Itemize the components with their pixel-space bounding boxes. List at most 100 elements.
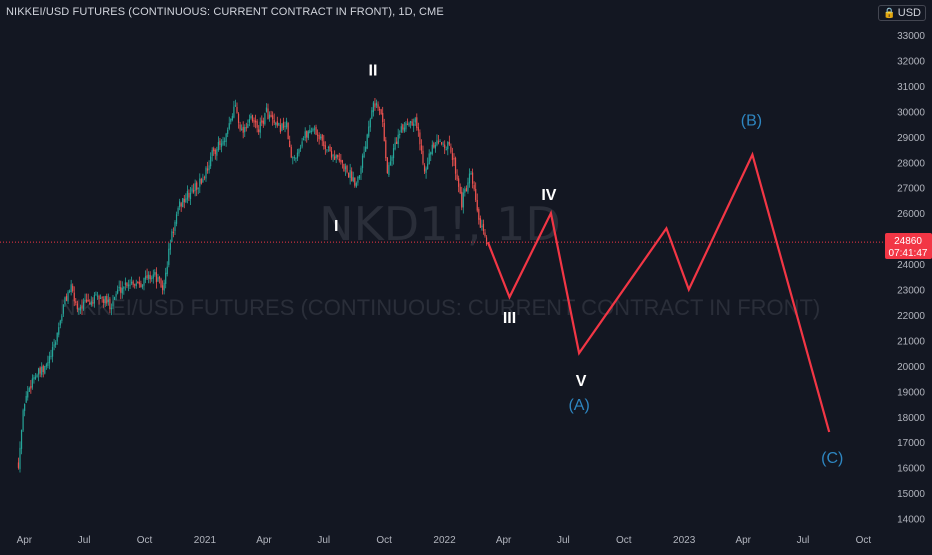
candle-body (430, 152, 432, 155)
candle-body (313, 128, 316, 130)
chart-title: NIKKEI/USD FUTURES (CONTINUOUS: CURRENT … (6, 6, 444, 18)
candle-body (39, 367, 41, 374)
candle-body (389, 161, 392, 166)
candle-body (289, 140, 291, 148)
candle-body (160, 278, 162, 288)
candle-body (377, 104, 379, 108)
candle-body (324, 145, 326, 150)
candle-body (213, 148, 215, 152)
candle-body (394, 142, 396, 150)
candle-body (93, 295, 95, 304)
candle-body (285, 120, 288, 128)
candle-body (223, 140, 226, 142)
candle-body (101, 297, 103, 299)
candle-body (388, 165, 390, 176)
candle-body (428, 153, 430, 165)
candle-body (366, 134, 368, 149)
price-tag-background (885, 233, 932, 259)
candle-body (138, 282, 140, 285)
candle-body (467, 182, 469, 192)
candle-body (312, 128, 314, 131)
y-tick-label: 17000 (897, 438, 925, 449)
candle-body (197, 187, 199, 189)
candle-body (334, 156, 336, 160)
candle-body (155, 272, 157, 283)
candle-body (64, 297, 66, 305)
y-tick-label: 24000 (897, 260, 925, 271)
candle-body (320, 136, 322, 139)
candle-body (338, 158, 340, 161)
y-tick-label: 22000 (897, 311, 925, 322)
candle-body (306, 130, 308, 138)
candle-body (208, 165, 210, 171)
candle-body (352, 177, 354, 182)
candle-body (56, 332, 58, 342)
watermark-description: NIKKEI/USD FUTURES (CONTINUOUS: CURRENT … (60, 295, 821, 320)
candle-body (372, 102, 374, 113)
candle-body (171, 231, 173, 242)
candle-body (299, 147, 302, 149)
candle-body (34, 376, 37, 379)
candle-body (161, 285, 164, 290)
candle-body (262, 120, 264, 124)
y-tick-label: 21000 (897, 336, 925, 347)
candle-body (293, 156, 295, 158)
candle-body (380, 109, 382, 115)
candle-body (211, 150, 213, 157)
price-axis[interactable]: 33000 32000 31000 30000 29000 28000 27000 26000… (897, 31, 925, 526)
candle-body (456, 174, 458, 180)
candle-body (107, 299, 109, 303)
candle-body (481, 225, 483, 228)
candle-body (90, 301, 92, 306)
candle-body (106, 296, 108, 304)
candle-body (321, 134, 323, 141)
candle-body (433, 143, 435, 148)
candle-body (284, 125, 286, 127)
candle-body (347, 172, 350, 178)
candle-body (275, 122, 277, 125)
currency-button[interactable]: 🔒 USD (878, 5, 926, 21)
candle-body (423, 165, 426, 172)
candle-body (301, 141, 303, 147)
candle-body (65, 296, 68, 301)
candle-body (47, 362, 49, 367)
candle-body (44, 366, 46, 374)
candle-body (354, 177, 356, 186)
x-tick-label: 2023 (673, 535, 696, 546)
wave-projection (486, 151, 831, 433)
candle-body (341, 160, 343, 163)
candle-body (454, 157, 457, 174)
watermark: NKD1!, 1D NIKKEI/USD FUTURES (CONTINUOUS… (60, 197, 821, 320)
candle-body (369, 119, 371, 128)
candle-body (478, 209, 480, 220)
candle-body (237, 113, 240, 123)
candle-body (315, 126, 317, 135)
candle-body (144, 276, 147, 280)
candle-body (374, 103, 376, 108)
y-tick-label: 30000 (897, 107, 925, 118)
candle-body (234, 105, 237, 107)
currency-label: USD (897, 7, 921, 19)
candle-body (163, 282, 165, 291)
candle-body (48, 356, 51, 364)
candle-body (117, 289, 119, 294)
time-axis[interactable]: Apr Jul Oct 2021 Apr Jul Oct 2022 Apr Jul Oct 2023 A… (17, 535, 872, 546)
price-tag-countdown: 07:41:47 (889, 248, 928, 259)
candle-body (397, 134, 399, 145)
candle-body (459, 186, 461, 194)
candle-body (89, 302, 91, 304)
candle-body (227, 129, 229, 134)
candle-body (59, 320, 61, 326)
candle-body (458, 178, 460, 187)
candle-body (126, 282, 128, 287)
candle-body (51, 347, 54, 357)
candle-body (278, 122, 280, 126)
candle-body (50, 355, 52, 357)
candle-body (186, 191, 188, 200)
candle-body (129, 284, 131, 286)
candle-body (357, 177, 359, 183)
candle-body (304, 131, 306, 138)
candle-body (330, 151, 333, 158)
